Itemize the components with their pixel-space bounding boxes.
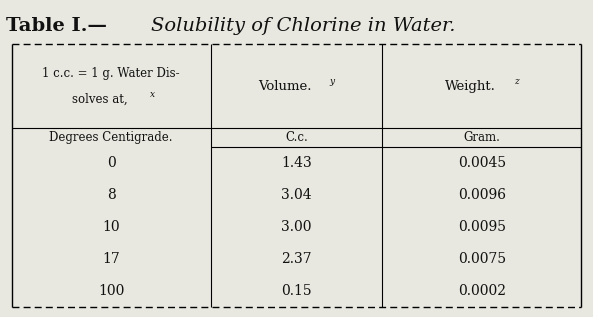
Text: y: y xyxy=(329,77,334,86)
Text: Degrees Centigrade.: Degrees Centigrade. xyxy=(49,131,173,145)
Text: 0.0002: 0.0002 xyxy=(458,284,506,299)
Text: 0.0075: 0.0075 xyxy=(458,252,506,267)
Text: z: z xyxy=(514,77,519,86)
Text: Weight.: Weight. xyxy=(445,80,495,93)
Text: 2.37: 2.37 xyxy=(281,252,312,267)
Text: solves at,: solves at, xyxy=(72,93,127,106)
Text: 0.0095: 0.0095 xyxy=(458,220,506,235)
Text: 8: 8 xyxy=(107,188,116,203)
Text: x: x xyxy=(149,90,155,99)
Text: 17: 17 xyxy=(103,252,120,267)
Text: Gram.: Gram. xyxy=(463,131,500,145)
Text: Volume.: Volume. xyxy=(258,80,311,93)
Text: 0.15: 0.15 xyxy=(281,284,312,299)
Text: Solubility of Chlorine in Water.: Solubility of Chlorine in Water. xyxy=(151,17,455,36)
Text: 1 c.c. = 1 g. Water Dis-: 1 c.c. = 1 g. Water Dis- xyxy=(42,67,180,80)
Text: 1.43: 1.43 xyxy=(281,156,312,171)
Text: 0.0045: 0.0045 xyxy=(458,156,506,171)
Text: 10: 10 xyxy=(103,220,120,235)
Text: C.c.: C.c. xyxy=(285,131,308,145)
Text: 0.0096: 0.0096 xyxy=(458,188,506,203)
Text: Table I.—: Table I.— xyxy=(6,17,107,36)
Text: 3.00: 3.00 xyxy=(281,220,312,235)
Text: 0: 0 xyxy=(107,156,116,171)
Text: 100: 100 xyxy=(98,284,125,299)
Text: 3.04: 3.04 xyxy=(281,188,312,203)
